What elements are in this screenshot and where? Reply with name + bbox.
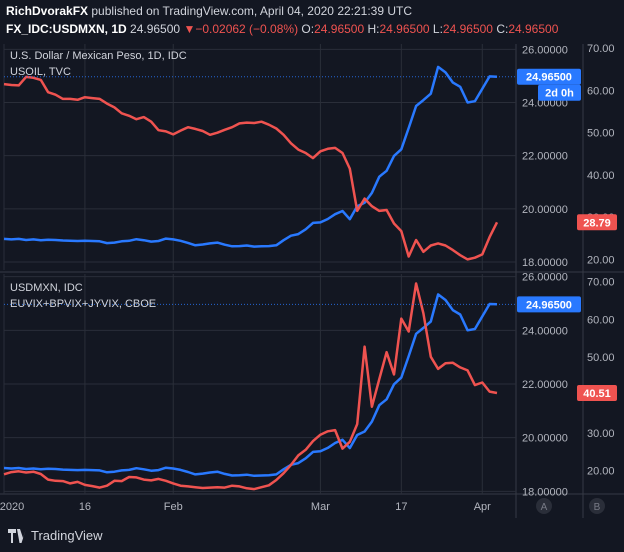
price-label-box <box>577 214 617 231</box>
price-axis-tick-label: 20.00000 <box>522 204 568 216</box>
ohlc-o-label: O: <box>301 22 315 36</box>
brand-name: TradingView <box>31 528 103 543</box>
published-text: published on TradingView.com, April 04, … <box>91 4 413 18</box>
compare-axis-tick-label: 30.00 <box>587 428 615 440</box>
price-axis-tick-label: 18.00000 <box>522 257 568 269</box>
price-axis-tick-label: 18.00000 <box>522 486 568 498</box>
series-line-usoil[interactable] <box>3 75 499 261</box>
footer: TradingView <box>0 522 624 552</box>
price-label: 2d 0h <box>545 88 574 100</box>
scale-button-label: A <box>541 502 548 513</box>
symbol-name[interactable]: FX_IDC:USDMXN, 1D <box>6 22 127 36</box>
price-label: 24.96500 <box>526 299 572 311</box>
price-axis-tick-label: 22.00000 <box>522 379 568 391</box>
time-axis-label: Feb <box>164 501 183 513</box>
compare-axis-tick-label: 50.00 <box>587 352 615 364</box>
price-label: 40.51 <box>583 388 611 400</box>
price-axis-tick-label: 22.00000 <box>522 151 568 163</box>
scale-button-label: B <box>594 502 601 513</box>
scale-button-a[interactable] <box>536 498 552 514</box>
down-arrow-icon: ▼ <box>183 22 196 36</box>
ohlc-l-label: L: <box>432 22 443 36</box>
price-label: 24.96500 <box>526 72 572 84</box>
series-line-usdmxn[interactable] <box>3 65 498 248</box>
tradingview-brand[interactable]: TradingView <box>8 528 103 543</box>
series-line-usdmxn[interactable] <box>3 293 498 478</box>
ohlc-c-label: C: <box>496 22 509 36</box>
compare-axis-tick-label: 60.00 <box>587 85 615 97</box>
price-label-box <box>538 84 581 101</box>
price-label-box <box>517 296 581 313</box>
author-name[interactable]: RichDvorakFX <box>6 4 89 18</box>
ohlc-high: 24.96500 <box>379 22 430 36</box>
price-axis-tick-label: 24.00000 <box>522 325 568 337</box>
time-axis-label: Mar <box>311 501 330 513</box>
ohlc-close: 24.96500 <box>508 22 559 36</box>
ohlc-h-label: H: <box>367 22 380 36</box>
time-axis-label: Apr <box>474 501 491 513</box>
bottom-legend-compare[interactable]: EUVIX+BPVIX+JYVIX, CBOE <box>10 298 157 310</box>
ohlc-low: 24.96500 <box>442 22 493 36</box>
compare-axis-tick-label: 50.00 <box>587 128 615 140</box>
compare-axis-tick-label: 20.00 <box>587 254 615 266</box>
compare-axis-tick-label: 60.00 <box>587 314 615 326</box>
scale-button-b[interactable] <box>589 498 605 514</box>
price-axis-tick-label: 20.00000 <box>522 433 568 445</box>
chart-background <box>0 44 624 518</box>
time-axis-label: 2020 <box>0 501 24 513</box>
last-price: 24.96500 <box>130 22 181 36</box>
price-label-box <box>517 68 581 85</box>
bottom-legend-main[interactable]: USDMXN, IDC <box>10 282 83 294</box>
price-change: −0.02062 (−0.08%) <box>195 22 299 36</box>
price-axis-tick-label: 26.00000 <box>522 272 568 284</box>
chart-header: RichDvorakFX published on TradingView.co… <box>0 0 624 42</box>
symbol-line: FX_IDC:USDMXN, 1D 24.96500 ▼−0.02062 (−0… <box>6 22 558 36</box>
price-label: 28.79 <box>583 217 611 229</box>
compare-axis-tick-label: 70.00 <box>587 277 615 289</box>
price-label-box <box>577 385 617 402</box>
compare-axis-tick-label: 70.00 <box>587 43 615 55</box>
time-axis-label: 16 <box>79 501 91 513</box>
publish-line: RichDvorakFX published on TradingView.co… <box>6 4 412 18</box>
series-line-fx-volatility[interactable] <box>3 282 498 491</box>
tradingview-logo-icon <box>8 528 26 543</box>
compare-axis-tick-label: 20.00 <box>587 466 615 478</box>
ohlc-open: 24.96500 <box>314 22 365 36</box>
compare-axis-tick-label: 40.00 <box>587 170 615 182</box>
top-legend-main[interactable]: U.S. Dollar / Mexican Peso, 1D, IDC <box>10 50 187 62</box>
price-axis-tick-label: 26.00000 <box>522 44 568 56</box>
top-legend-compare[interactable]: USOIL, TVC <box>10 66 71 78</box>
time-axis-label: 17 <box>395 501 407 513</box>
